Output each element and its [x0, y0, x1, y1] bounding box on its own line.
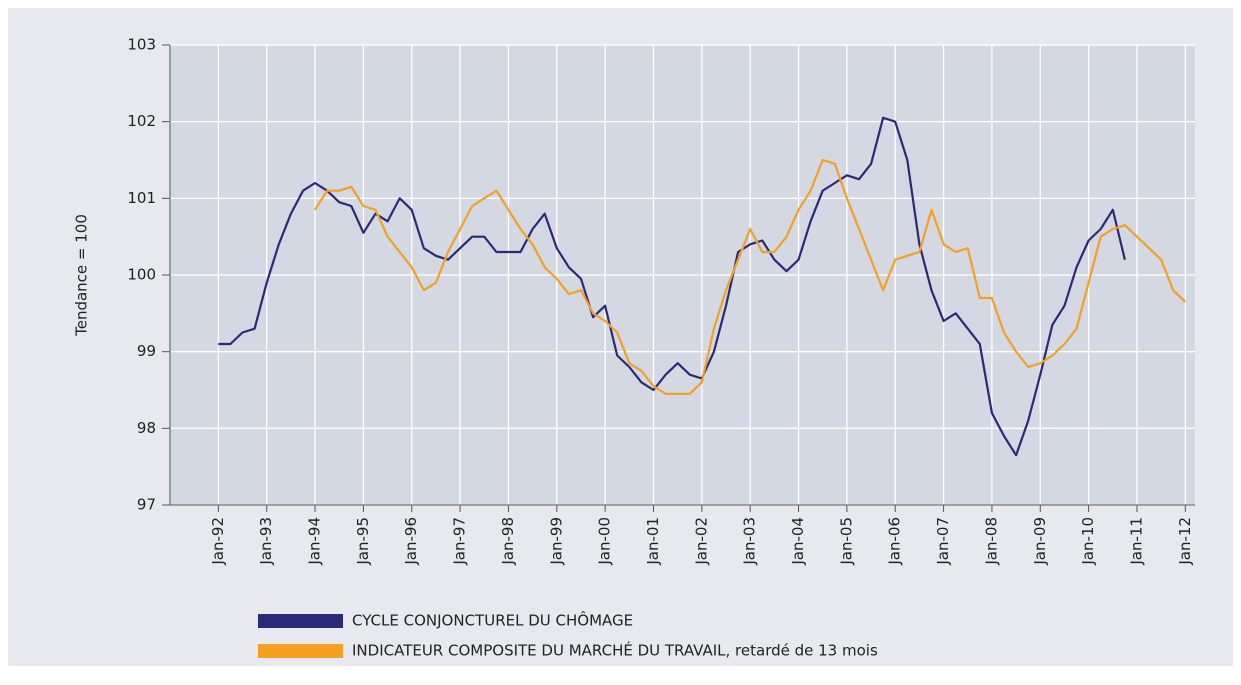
legend-label: CYCLE CONJONCTUREL DU CHÔMAGE [352, 611, 633, 630]
x-tick-label: Jan-10 [1079, 517, 1097, 566]
y-tick-label: 100 [127, 266, 156, 284]
y-tick-label: 97 [137, 496, 156, 514]
x-tick-label: Jan-99 [547, 517, 565, 566]
series-line [314, 158, 1187, 395]
x-tick-label: Jan-05 [837, 517, 855, 566]
x-tick-label: Jan-04 [789, 517, 807, 566]
x-tick-label: Jan-08 [982, 517, 1000, 566]
x-tick-label: Jan-92 [209, 517, 227, 566]
x-tick-label: Jan-03 [741, 517, 759, 566]
x-tick-label: Jan-00 [596, 517, 614, 566]
x-tick-label: Jan-93 [257, 517, 275, 566]
x-tick-label: Jan-07 [934, 517, 952, 566]
x-tick-label: Jan-97 [451, 517, 469, 566]
x-tick-label: Jan-02 [692, 517, 710, 566]
x-tick-label: Jan-95 [354, 517, 372, 566]
legend-label: INDICATEUR COMPOSITE DU MARCHÉ DU TRAVAI… [352, 641, 878, 660]
y-tick-label: 103 [127, 36, 156, 54]
y-tick-label: 98 [137, 419, 156, 437]
x-tick-label: Jan-11 [1127, 517, 1145, 566]
x-tick-label: Jan-94 [306, 517, 324, 566]
y-tick-label: 99 [137, 342, 156, 360]
y-axis-label: Tendance = 100 [73, 214, 91, 337]
legend-swatch [258, 644, 343, 658]
y-tick-label: 101 [127, 189, 156, 207]
x-tick-label: Jan-98 [499, 517, 517, 566]
series-line [218, 116, 1126, 457]
legend-swatch [258, 614, 343, 628]
x-tick-label: Jan-09 [1031, 517, 1049, 566]
x-tick-label: Jan-12 [1176, 517, 1194, 566]
x-tick-label: Jan-06 [886, 517, 904, 566]
x-tick-label: Jan-96 [402, 517, 420, 566]
y-tick-label: 102 [127, 112, 156, 130]
x-tick-label: Jan-01 [644, 517, 662, 566]
